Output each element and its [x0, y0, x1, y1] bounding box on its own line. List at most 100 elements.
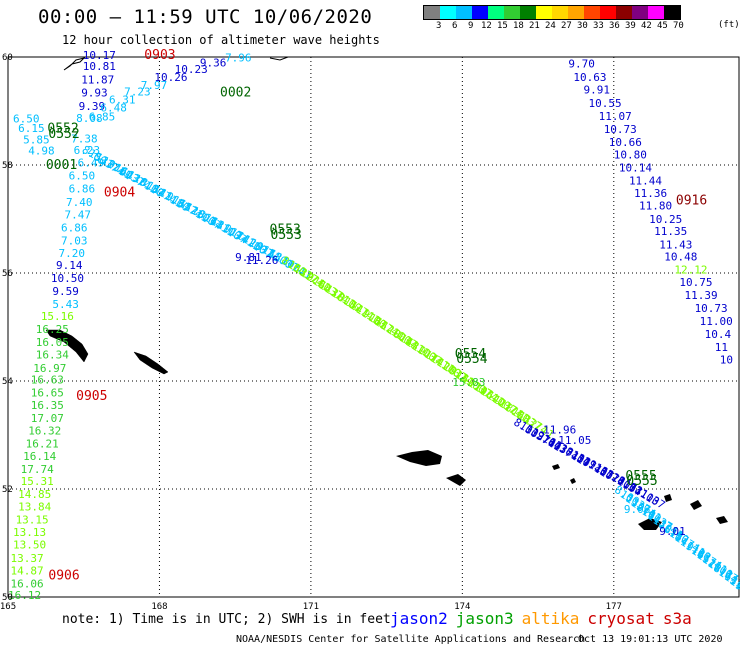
colorbar-label: 42 — [641, 21, 652, 31]
colorbar-swatch — [600, 6, 616, 19]
swh-value: 13.84 — [18, 501, 51, 514]
swh-value: 6.15 — [18, 122, 44, 135]
colorbar-swatch — [664, 6, 680, 19]
aleutian-island-3 — [552, 464, 560, 470]
x-tick-label: 177 — [606, 602, 622, 612]
colorbar-swatches — [423, 5, 681, 20]
swh-value: 7.23 — [124, 85, 151, 98]
swh-value: 16.05 — [36, 336, 69, 349]
swh-labels: 10.1710.8111.879.939.398.086.856.486.317… — [8, 49, 733, 602]
swh-value: 9.59 — [52, 285, 79, 298]
track-mark: 9.74 — [733, 579, 740, 604]
swh-value: 10.81 — [83, 60, 116, 73]
swh-value: 13.13 — [13, 526, 46, 539]
swh-value: 16.21 — [26, 437, 59, 450]
swh-value: 16.12 — [8, 589, 41, 602]
y-tick-label: 60 — [2, 53, 13, 63]
pass-time-label: 0001 — [46, 158, 77, 173]
swh-value: 9.06 — [624, 503, 651, 516]
pass-time-label: 0555 — [625, 469, 656, 484]
legend-jason3: jason3 — [455, 609, 514, 628]
swh-value: 11.26 — [245, 254, 278, 267]
track-0554-0555: 8.0015.3713.7412.119.0016.3714.7413.1110… — [511, 416, 667, 512]
swh-value: 10.50 — [51, 272, 84, 285]
pass-time-label: 0916 — [676, 193, 707, 208]
legend-jason2: jason2 — [390, 609, 448, 628]
colorbar-swatch — [440, 6, 456, 19]
pass-time-label: 0904 — [104, 185, 135, 200]
aleutian-island-1 — [396, 450, 442, 466]
pass-time-label: 0553 — [270, 223, 301, 238]
swh-value: 9.39 — [79, 100, 106, 113]
swh-value: 5.43 — [52, 298, 79, 311]
colorbar-label: 6 — [452, 21, 458, 31]
swh-value: 11.00 — [700, 315, 733, 328]
colorbar-labels: 3 6 9 12 15 18 21 24 27 30 33 36 39 42 45 70 — [423, 20, 684, 32]
swh-value: 13.37 — [11, 552, 44, 565]
swh-value: 15.31 — [21, 475, 54, 488]
map-grid — [7, 56, 740, 598]
aleutian-island-2 — [446, 474, 466, 486]
swh-value: 10.14 — [619, 161, 652, 174]
colorbar-label: 33 — [593, 21, 604, 31]
swh-value: 10.66 — [609, 136, 642, 149]
commander-islands-medny — [133, 351, 169, 375]
x-tick-label: 171 — [303, 602, 319, 612]
plot-frame — [7, 56, 740, 598]
pass-time-label: 0552 — [47, 122, 78, 137]
satellite-legend: jason2 jason3 altika cryosat s3a — [390, 609, 700, 628]
swh-value: 11.80 — [639, 199, 672, 212]
swh-value: 7.96 — [225, 51, 252, 64]
swh-value: 15.83 — [452, 376, 485, 389]
swh-value: 16.32 — [28, 424, 61, 437]
chart-subtitle: 12 hour collection of altimeter wave hei… — [62, 33, 380, 47]
kamchatka-coast — [63, 57, 86, 71]
swh-value: 16.63 — [31, 374, 64, 387]
pass-time-label: 0905 — [76, 389, 107, 404]
colorbar-label: 45 — [657, 21, 668, 31]
swh-value: 11.87 — [81, 73, 114, 86]
legend-cryosat: cryosat — [587, 609, 655, 628]
colorbar-label: 18 — [513, 21, 524, 31]
swh-value: 11.05 — [558, 434, 591, 447]
swh-value: 10.55 — [589, 97, 622, 110]
swh-value: 6.50 — [13, 112, 40, 125]
colorbar-swatch — [456, 6, 472, 19]
swh-value: 9.14 — [56, 259, 83, 272]
swh-value: 16.35 — [31, 399, 64, 412]
y-tick-label: 58 — [2, 161, 13, 171]
coastline-top — [269, 56, 289, 61]
pass-time-label: 0554 — [456, 352, 487, 367]
satellite-tracks: 8.0015.3713.7412.119.0016.3714.7413.1110… — [80, 143, 740, 612]
swh-value: 9.70 — [568, 57, 595, 70]
colorbar-label: 15 — [497, 21, 508, 31]
colorbar-label: 9 — [468, 21, 474, 31]
swh-value: 6.49 — [78, 157, 105, 170]
x-tick-label: 165 — [0, 602, 16, 612]
swh-value: 7.97 — [141, 79, 168, 92]
pass-time-label: 0554 — [455, 347, 486, 362]
swh-value: 14.87 — [11, 564, 44, 577]
swh-value: 15.16 — [41, 310, 74, 323]
aleutian-island-7 — [716, 516, 728, 524]
legend-altika: altika — [521, 609, 580, 628]
track-0553-0554: 8.0015.3713.7412.119.0016.3714.7413.1110… — [279, 254, 556, 442]
swh-value: 10 — [720, 354, 733, 367]
pass-time-label: 0555 — [626, 474, 657, 489]
swh-value: 9.01 — [659, 525, 686, 538]
aleutian-island-4 — [570, 478, 576, 484]
swh-value: 11.07 — [599, 110, 632, 123]
commander-islands-bering — [45, 329, 89, 363]
swh-value: 10.48 — [664, 251, 697, 264]
colorbar-unit: (ft) — [718, 20, 740, 30]
swh-value: 10.75 — [679, 276, 712, 289]
colorbar-label: 70 — [673, 21, 684, 31]
swh-value: 4.98 — [28, 145, 55, 158]
swh-value: 6.31 — [109, 93, 136, 106]
colorbar-label: 27 — [561, 21, 572, 31]
colorbar-swatch — [424, 6, 440, 19]
colorbar-label: 36 — [609, 21, 620, 31]
swh-value: 7.20 — [58, 247, 85, 260]
